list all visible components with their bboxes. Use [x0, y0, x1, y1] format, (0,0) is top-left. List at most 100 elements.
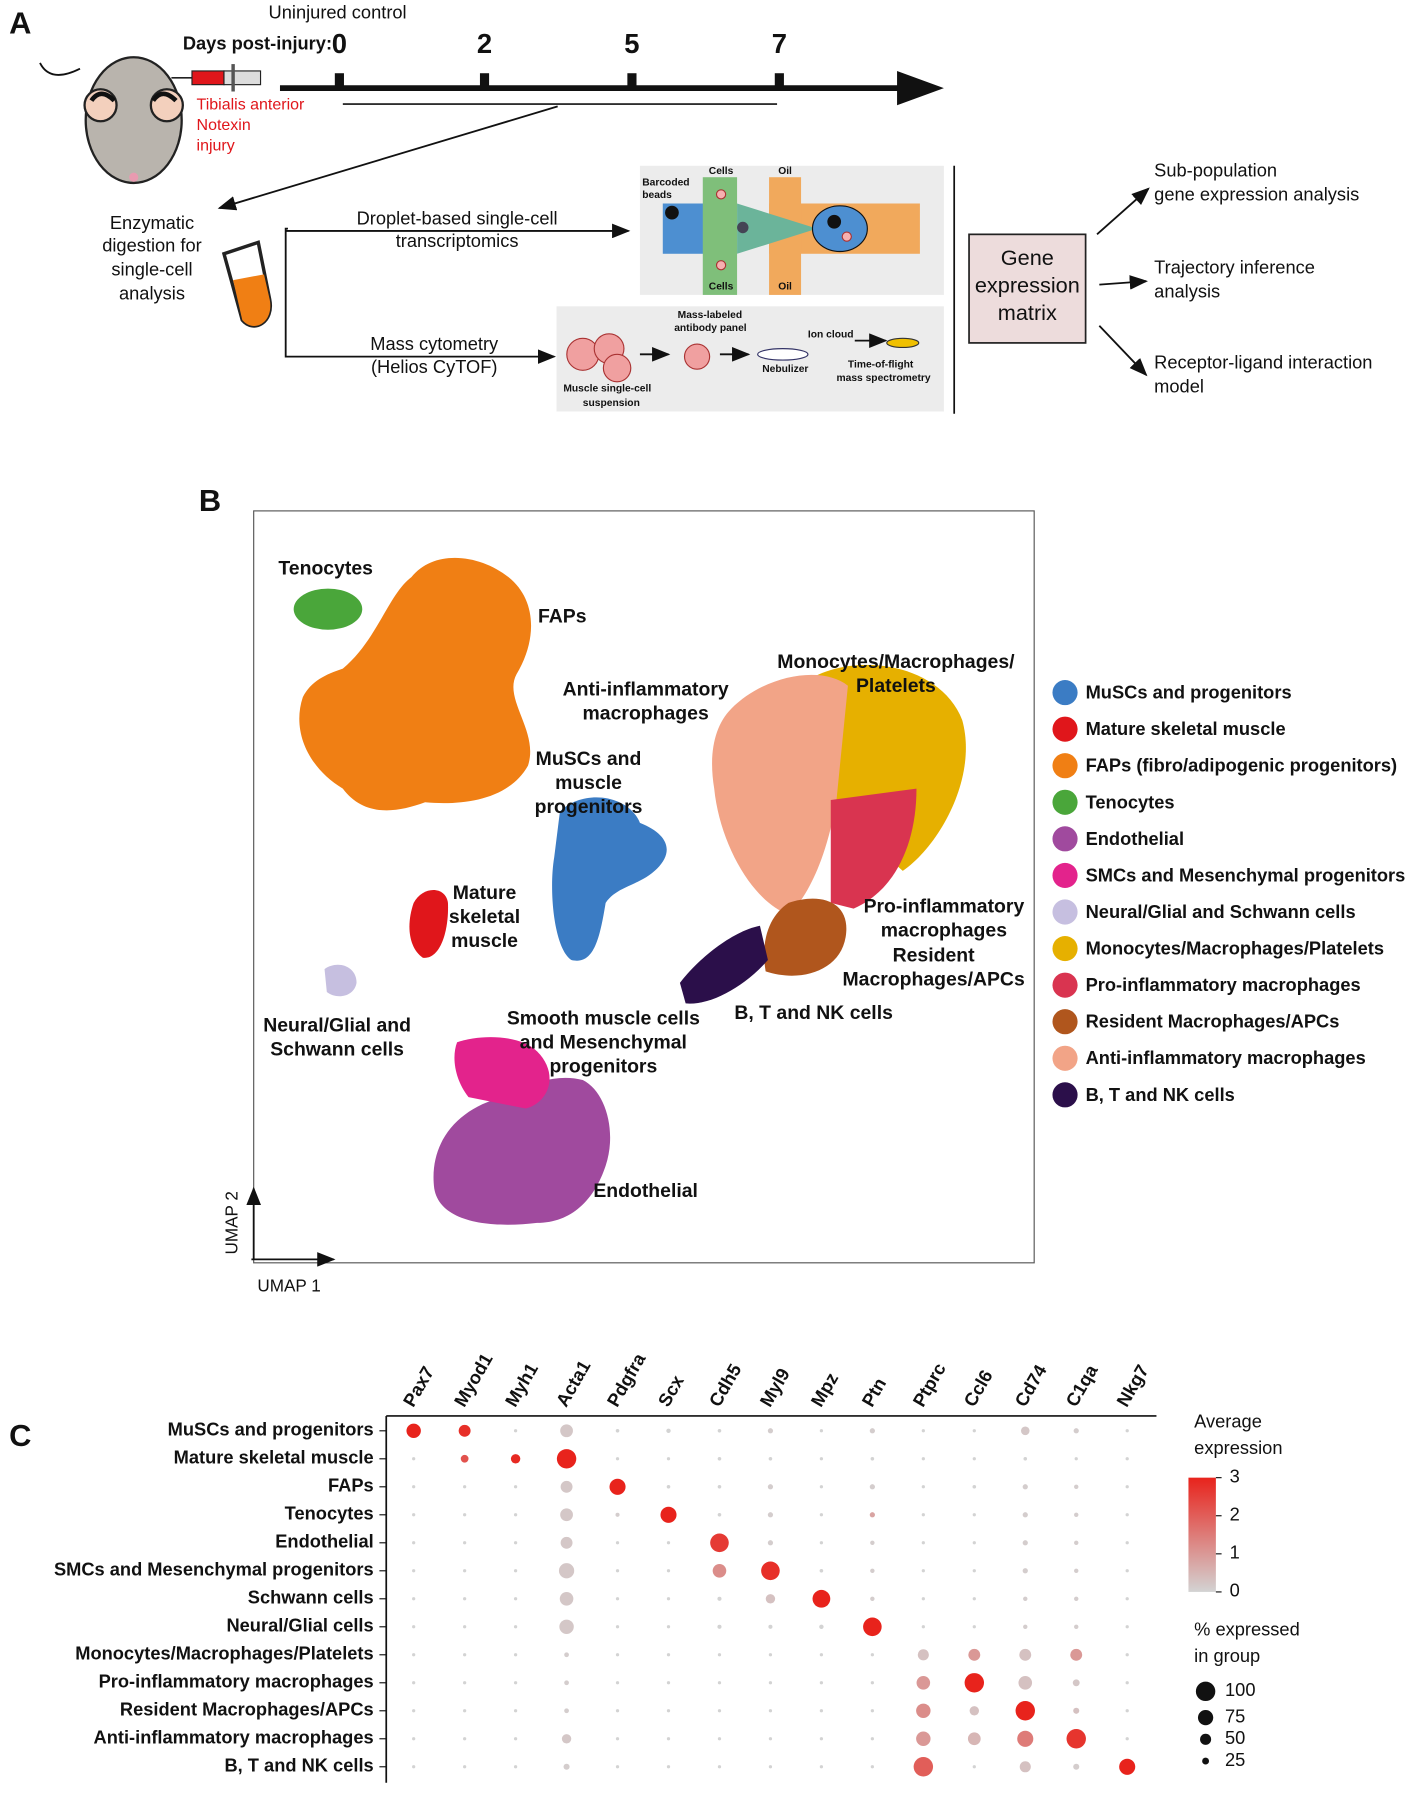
dot: [968, 1648, 981, 1661]
cluster-label: B, T and NK cells: [734, 1002, 893, 1024]
dot: [510, 1454, 521, 1464]
legend-swatch: [1052, 826, 1078, 852]
dot: [1019, 1648, 1032, 1661]
injury-line: injury: [197, 138, 235, 155]
output-label: Receptor-ligand interaction: [1154, 351, 1372, 372]
dot: [412, 1485, 416, 1489]
tube-icon: [221, 240, 273, 328]
dot: [615, 1681, 620, 1685]
dot: [717, 1485, 722, 1489]
inset-label: Cells: [709, 166, 734, 177]
dot: [819, 1569, 824, 1573]
dot: [870, 1540, 875, 1545]
digestion-line: digestion for: [102, 235, 202, 256]
dot: [564, 1680, 569, 1686]
dot: [765, 1594, 776, 1604]
gene-label: Myh1: [500, 1359, 542, 1410]
cluster-label: Neural/Glial and: [263, 1014, 411, 1036]
gene-label: C1qa: [1061, 1360, 1102, 1410]
dot: [1125, 1681, 1129, 1685]
output-label: gene expression analysis: [1154, 183, 1359, 204]
dot: [717, 1737, 722, 1741]
dot: [513, 1653, 518, 1657]
matrix-box: Gene expression matrix: [968, 233, 1087, 344]
cluster: [552, 797, 667, 961]
dot: [615, 1597, 620, 1601]
method-label: Droplet-based single-cell: [357, 207, 558, 228]
legend-title: in group: [1194, 1645, 1260, 1666]
dot: [863, 1617, 882, 1637]
cluster-label: Schwann cells: [270, 1038, 404, 1060]
timeline: 0 2 5 7: [279, 28, 944, 106]
dot: [558, 1563, 575, 1579]
size-key-label: 75: [1225, 1705, 1245, 1726]
dot: [412, 1737, 416, 1741]
legend-label: Pro-inflammatory macrophages: [1086, 974, 1361, 995]
dot: [560, 1536, 573, 1549]
dot: [819, 1429, 824, 1433]
cluster-label: skeletal: [449, 906, 520, 928]
dot: [870, 1709, 874, 1713]
mouse-icon: [39, 56, 184, 185]
dot: [463, 1681, 467, 1685]
inset-label: Time-of-flight: [848, 359, 914, 370]
output-label: Sub-population: [1154, 159, 1277, 180]
axis-label: UMAP 2: [222, 1191, 242, 1254]
color-bar: [1188, 1477, 1216, 1592]
dot: [458, 1424, 471, 1437]
dot: [615, 1709, 620, 1713]
dot: [913, 1757, 934, 1777]
cluster-label: macrophages: [583, 702, 709, 724]
legend-label: MuSCs and progenitors: [1086, 682, 1292, 703]
dot: [972, 1541, 976, 1545]
dot: [560, 1424, 573, 1438]
mass-inset: Muscle single-cell suspension Mass-label…: [556, 306, 944, 412]
dot: [717, 1457, 722, 1461]
dot: [1074, 1624, 1079, 1629]
legend-label: Anti-inflammatory macrophages: [1086, 1047, 1366, 1068]
dot: [1119, 1758, 1136, 1775]
injury-text: Tibialis anterior Notexin injury: [197, 96, 305, 154]
inset-label: Oil: [778, 282, 792, 293]
dot: [1074, 1540, 1079, 1545]
dot: [513, 1709, 518, 1713]
dot: [969, 1706, 980, 1716]
row-label: Monocytes/Macrophages/Platelets: [75, 1643, 373, 1664]
dot: [1073, 1428, 1079, 1434]
dot: [916, 1703, 931, 1718]
gene-label: Myod1: [450, 1349, 497, 1410]
dot: [819, 1624, 824, 1629]
dot: [563, 1763, 570, 1770]
method-label: Mass cytometry: [370, 333, 499, 354]
dot: [1125, 1485, 1129, 1489]
inset-label: mass spectrometry: [836, 373, 930, 384]
dot: [869, 1428, 875, 1434]
dot: [559, 1619, 574, 1634]
cluster-label: and Mesenchymal: [520, 1032, 687, 1054]
dot: [412, 1653, 416, 1657]
injury-line: Tibialis anterior: [197, 96, 305, 113]
dot: [1022, 1484, 1028, 1490]
dot: [768, 1457, 773, 1461]
cluster-label: muscle: [451, 930, 518, 952]
dot: [767, 1540, 774, 1546]
inset-label: Mass-labeled: [678, 310, 742, 321]
day-tick: [774, 73, 784, 87]
dot: [412, 1569, 416, 1573]
cluster-label: progenitors: [535, 796, 643, 818]
dot: [615, 1429, 620, 1433]
dot: [513, 1681, 518, 1685]
dot: [1074, 1512, 1079, 1518]
dot: [666, 1541, 671, 1545]
dot: [1125, 1457, 1129, 1461]
dot: [1066, 1729, 1086, 1749]
dot: [768, 1709, 773, 1713]
panel-label: B: [199, 483, 221, 518]
dot: [870, 1737, 874, 1741]
gene-label: Pdgfra: [602, 1349, 650, 1410]
dot: [463, 1597, 467, 1601]
digestion-line: Enzymatic: [110, 212, 194, 233]
droplet-inset: Barcoded beads Cells Oil Cells Oil: [639, 165, 944, 295]
dot: [767, 1428, 774, 1434]
